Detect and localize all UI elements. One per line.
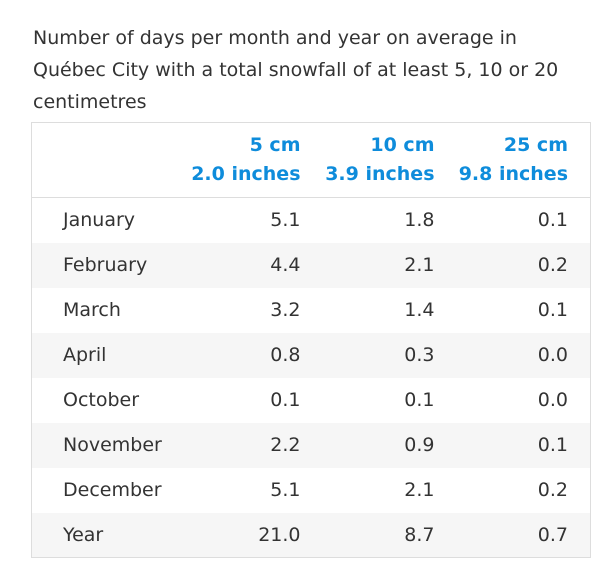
value-cell: 2.2 — [270, 434, 301, 456]
column-header-25cm-metric: 25 cm — [503, 134, 568, 156]
row-label: December — [63, 479, 162, 501]
value-cell: 5.1 — [270, 479, 301, 501]
value-cell: 0.2 — [537, 479, 568, 501]
value-cell: 0.1 — [404, 389, 435, 411]
value-cell: 0.1 — [537, 434, 568, 456]
table-row-january: January 5.1 1.8 0.1 — [31, 197, 591, 243]
value-cell: 1.8 — [404, 209, 435, 232]
column-header-10cm-imperial: 3.9 inches — [325, 163, 435, 185]
value-cell: 0.1 — [270, 389, 301, 411]
row-label: November — [63, 434, 162, 456]
value-cell: 0.7 — [537, 523, 568, 546]
value-cell: 8.7 — [404, 523, 435, 546]
value-cell: 0.8 — [270, 344, 301, 366]
column-header-5cm-metric: 5 cm — [249, 134, 301, 156]
row-label: March — [63, 299, 121, 321]
value-cell: 2.1 — [404, 479, 435, 501]
snowfall-days-table: 5 cm 2.0 inches 10 cm 3.9 inches 25 cm 9… — [31, 122, 591, 558]
title-line-3: centimetres — [33, 91, 147, 113]
table-row-december: December 5.1 2.1 0.2 — [31, 467, 591, 513]
row-label: February — [63, 254, 148, 276]
table-row-november: November 2.2 0.9 0.1 — [31, 422, 591, 468]
value-cell: 0.0 — [537, 389, 568, 411]
title-line-1: Number of days per month and year on ave… — [33, 27, 517, 49]
value-cell: 0.1 — [537, 299, 568, 321]
table-row-april: April 0.8 0.3 0.0 — [31, 332, 591, 378]
value-cell: 5.1 — [270, 209, 301, 232]
column-header-25cm-imperial: 9.8 inches — [458, 163, 568, 185]
row-label: Year — [63, 523, 104, 546]
table-title: Number of days per month and year on ave… — [33, 22, 591, 118]
row-label: January — [63, 209, 136, 232]
value-cell: 4.4 — [270, 254, 301, 276]
table-row-march: March 3.2 1.4 0.1 — [31, 287, 591, 333]
title-line-2: Québec City with a total snowfall of at … — [33, 59, 559, 81]
header-spacer-cell — [31, 122, 189, 198]
column-header-10cm-metric: 10 cm — [370, 134, 435, 156]
value-cell: 0.0 — [537, 344, 568, 366]
value-cell: 0.2 — [537, 254, 568, 276]
table-row-february: February 4.4 2.1 0.2 — [31, 242, 591, 288]
table-row-year: Year 21.0 8.7 0.7 — [31, 512, 591, 558]
column-header-25cm: 25 cm 9.8 inches — [456, 122, 591, 198]
page: Number of days per month and year on ave… — [31, 22, 591, 558]
value-cell: 2.1 — [404, 254, 435, 276]
value-cell: 21.0 — [258, 523, 301, 546]
column-header-5cm-imperial: 2.0 inches — [191, 163, 301, 185]
table-row-october: October 0.1 0.1 0.0 — [31, 377, 591, 423]
column-header-10cm: 10 cm 3.9 inches — [322, 122, 457, 198]
value-cell: 0.9 — [404, 434, 435, 456]
header-row: 5 cm 2.0 inches 10 cm 3.9 inches 25 cm 9… — [31, 122, 591, 198]
value-cell: 1.4 — [404, 299, 435, 321]
value-cell: 0.1 — [537, 209, 568, 232]
row-label: April — [63, 344, 107, 366]
value-cell: 0.3 — [404, 344, 435, 366]
value-cell: 3.2 — [270, 299, 301, 321]
row-label: October — [63, 389, 140, 411]
column-header-5cm: 5 cm 2.0 inches — [188, 122, 323, 198]
